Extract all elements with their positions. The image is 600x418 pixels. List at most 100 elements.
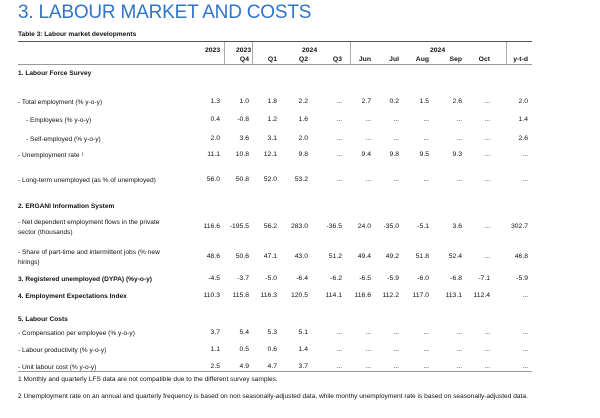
table-cell: ... [522, 346, 528, 353]
table-cell: 114.1 [325, 292, 342, 299]
table-cell: 113.1 [445, 292, 462, 299]
table-cell: ... [484, 363, 490, 370]
table-cell: 5.1 [298, 329, 308, 336]
table-cell: ... [484, 98, 490, 105]
table-cell: 9.8 [298, 151, 308, 158]
table-cell: ... [484, 346, 490, 353]
table-bottom-rule [18, 371, 532, 372]
header-divider [350, 42, 351, 64]
table-cell: 43.0 [294, 253, 308, 260]
table-cell: ... [484, 116, 490, 123]
table-cell: ... [522, 176, 528, 183]
table-cell: ... [393, 329, 399, 336]
header-period: Q3 [332, 56, 342, 63]
table-cell: ... [336, 363, 342, 370]
header-period: Oct [478, 56, 490, 63]
table-cell: -6.5 [359, 275, 371, 282]
header-year: 2024 [430, 47, 446, 54]
table-cell: -6.4 [296, 275, 308, 282]
row-label: - Unemployment rate ¹ [18, 152, 84, 159]
header-year: 2024 [302, 47, 318, 54]
table-top-rule [18, 41, 532, 42]
table-cell: ... [423, 329, 429, 336]
table-cell: ... [336, 176, 342, 183]
table-cell: 1.3 [210, 98, 220, 105]
table-cell: ... [484, 135, 490, 142]
table-cell: 117.0 [412, 292, 429, 299]
table-cell: 2.0 [518, 98, 528, 105]
table-cell: ... [484, 253, 490, 260]
table-cell: ... [456, 329, 462, 336]
table-cell: -5.9 [387, 275, 399, 282]
row-label: - Share of part-time and intermittent jo… [18, 249, 160, 266]
table-cell: 53.2 [294, 176, 308, 183]
table-cell: 0.6 [267, 346, 277, 353]
row-label: - Employees (% y-o-y) [26, 117, 92, 124]
footnote-2: 2 Unemployment rate on an annual and qua… [18, 393, 528, 400]
table-cell: 51.8 [415, 253, 429, 260]
table-cell: 48.6 [206, 253, 220, 260]
header-period: Q1 [267, 56, 277, 63]
row-label: - Total employment (% y-o-y) [18, 99, 103, 106]
table-cell: 116.3 [260, 292, 277, 299]
table-cell: 50.8 [235, 176, 249, 183]
table-cell: ... [484, 176, 490, 183]
row-label: - Long-term unemployed (as % of unemploy… [18, 177, 156, 184]
table-cell: ... [365, 176, 371, 183]
table-cell: 10.8 [235, 151, 249, 158]
row-label: - Self-employed (% y-o-y) [26, 136, 101, 143]
table-cell: -0.8 [237, 116, 249, 123]
table-cell: ... [336, 151, 342, 158]
header-year: 2023 [236, 47, 252, 54]
table-cell: ... [393, 116, 399, 123]
table-cell: 3.1 [267, 135, 277, 142]
table-cell: ... [336, 116, 342, 123]
row-label: - Labour productivity (% y-o-y) [18, 347, 107, 354]
table-cell: 24.0 [357, 223, 371, 230]
table-cell: ... [456, 176, 462, 183]
table-cell: 52.4 [448, 253, 462, 260]
table-cell: ... [365, 135, 371, 142]
table-cell: 52.0 [263, 176, 277, 183]
header-period: Jun [358, 56, 371, 63]
table-cell: ... [393, 346, 399, 353]
table-cell: 1.1 [210, 346, 220, 353]
header-period: Jul [389, 56, 399, 63]
table-cell: 1.0 [239, 98, 249, 105]
row-label: - Net dependent employment flows in the … [18, 219, 160, 236]
table-cell: ... [336, 329, 342, 336]
table-cell: ... [393, 363, 399, 370]
table-cell: 1.5 [419, 98, 429, 105]
table-cell: 1.6 [298, 116, 308, 123]
table-cell: 50.6 [235, 253, 249, 260]
table-cell: -7.1 [478, 275, 490, 282]
header-bottom-rule [18, 64, 532, 65]
table-cell: -6.0 [417, 275, 429, 282]
table-cell: ... [365, 346, 371, 353]
table-cell: -6.8 [450, 275, 462, 282]
table-cell: 51.2 [328, 253, 342, 260]
table-cell: ... [365, 329, 371, 336]
table-cell: 12.1 [263, 151, 277, 158]
header-period: Q4 [239, 56, 249, 63]
section-title-lfs: 1. Labour Force Survey [18, 70, 92, 77]
table-caption: Table 3: Labour market developments [18, 31, 137, 38]
table-cell: 2.5 [210, 363, 220, 370]
row-label: - Compensation per employee (% y-o-y) [18, 330, 135, 337]
header-period: Aug [415, 56, 429, 63]
table-cell: -35.0 [383, 223, 400, 230]
table-cell: ... [365, 363, 371, 370]
table-cell: 2.0 [210, 135, 220, 142]
table-cell: 49.4 [357, 253, 371, 260]
table-cell: 116.6 [354, 292, 371, 299]
table-cell: 9.4 [361, 151, 371, 158]
header-period: Q2 [298, 56, 308, 63]
table-cell: 2.2 [298, 98, 308, 105]
table-cell: ... [456, 363, 462, 370]
header-period: Sep [449, 56, 462, 63]
table-cell: 9.5 [419, 151, 429, 158]
table-cell: ... [456, 135, 462, 142]
table-cell: ... [484, 329, 490, 336]
table-cell: 1.4 [518, 116, 528, 123]
header-period: y-t-d [513, 56, 528, 63]
